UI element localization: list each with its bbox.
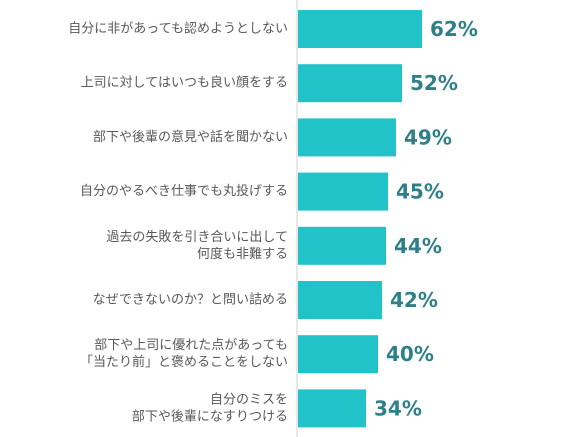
bar (298, 281, 382, 319)
bar (298, 10, 422, 48)
value-label: 44% (394, 234, 442, 258)
value-label: 52% (410, 71, 458, 95)
bar (298, 226, 386, 265)
value-label: 45% (396, 180, 444, 204)
bar (298, 172, 388, 211)
value-label: 34% (374, 396, 422, 420)
category-label: 過去の失敗を引き合いに出して何度も非難する (106, 230, 288, 262)
category-label-line: 上司に対してはいつも良い顔をする (81, 75, 288, 91)
bar (298, 389, 366, 428)
category-label: 部下や後輩の意見や話を聞かない (93, 129, 288, 145)
category-label-line: 自分のやるべき仕事でも丸投げする (80, 183, 288, 199)
category-label: 部下や上司に優れた点があっても「当たり前」と褒めることをしない (80, 338, 288, 370)
category-label-line: 「当たり前」と褒めることをしない (80, 354, 288, 370)
value-label: 62% (430, 17, 478, 41)
value-labels: 62% 52% 49% 45% 44% 42% 40% 34% (374, 17, 478, 420)
bar (298, 335, 378, 374)
category-label: 上司に対してはいつも良い顔をする (81, 75, 288, 91)
category-label-line: 過去の失敗を引き合いに出して (106, 230, 288, 245)
category-label: 自分のミスを部下や後輩になすりつける (132, 392, 288, 424)
category-label-line: 部下や上司に優れた点があっても (94, 338, 288, 353)
value-label: 40% (386, 342, 434, 366)
category-label-line: 部下や後輩になすりつける (132, 409, 288, 424)
bar (298, 64, 402, 103)
category-label-line: 自分に非があっても認めようとしない (68, 21, 288, 37)
category-label-line: 自分のミスを (210, 392, 288, 407)
bar (298, 118, 396, 157)
category-label: 自分のやるべき仕事でも丸投げする (80, 183, 288, 199)
category-label-line: なぜできないのか？と問い詰める (93, 292, 288, 308)
category-label-line: 何度も非難する (197, 246, 288, 262)
value-label: 42% (390, 288, 438, 312)
category-label: なぜできないのか？と問い詰める (93, 292, 288, 308)
category-label: 自分に非があっても認めようとしない (68, 21, 288, 37)
category-label-line: 部下や後輩の意見や話を聞かない (93, 129, 288, 145)
bars (298, 10, 422, 428)
category-labels: 自分に非があっても認めようとしない上司に対してはいつも良い顔をする部下や後輩の意… (68, 21, 288, 425)
value-label: 49% (404, 125, 452, 149)
